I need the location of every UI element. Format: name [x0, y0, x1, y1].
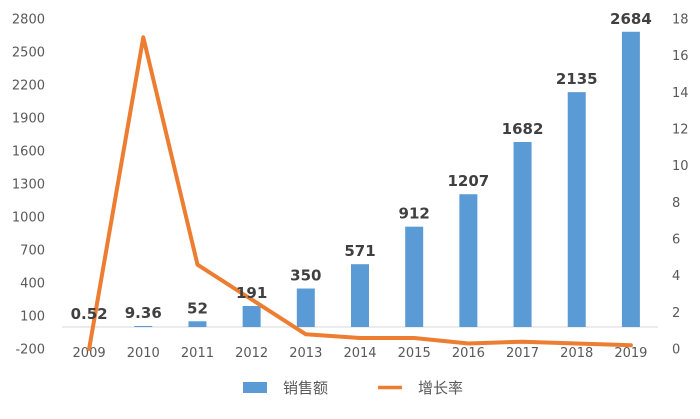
x-tick-label: 2018 [560, 346, 593, 361]
bar [296, 288, 315, 327]
x-tick-label: 2012 [235, 346, 268, 361]
bar-data-label: 2135 [556, 70, 598, 88]
bar [188, 321, 207, 327]
y-left-tick-label: 1900 [12, 112, 45, 127]
bar [134, 325, 153, 327]
bar [513, 141, 532, 327]
y-left-tick-label: 1300 [12, 178, 45, 193]
x-tick-label: 2013 [289, 346, 322, 361]
y-left-tick-label: 2500 [12, 46, 45, 61]
bar-data-label: 52 [187, 299, 208, 317]
bar-data-label: 1207 [447, 172, 489, 190]
x-tick-label: 2010 [127, 346, 160, 361]
bar-data-label: 9.36 [125, 304, 162, 322]
y-right-tick-label: 6 [672, 233, 680, 248]
legend-label-sales: 销售额 [283, 379, 328, 397]
y-left-tick-label: 700 [20, 244, 45, 259]
y-right-tick-label: 18 [672, 13, 689, 28]
y-right-tick-label: 2 [672, 306, 680, 321]
axes-layer: -200100400700100013001600190022002500280… [12, 13, 689, 362]
bar [242, 305, 261, 327]
bar-data-label: 912 [399, 205, 430, 223]
x-tick-label: 2009 [73, 346, 106, 361]
data-labels-layer: 0.52 9.36 52 191 350 571 912 1207 1682 2135 2684 [71, 10, 652, 323]
y-left-tick-label: 400 [20, 277, 45, 292]
bar-data-label: 191 [236, 284, 267, 302]
y-left-tick-label: 1600 [12, 145, 45, 160]
y-right-tick-label: 10 [672, 159, 689, 174]
x-tick-label: 2016 [452, 346, 485, 361]
bar [405, 226, 424, 327]
legend-swatch-sales [243, 382, 267, 393]
y-right-tick-label: 0 [672, 343, 680, 358]
line-layer [87, 35, 633, 351]
x-tick-label: 2011 [181, 346, 214, 361]
y-left-tick-label: 1000 [12, 211, 45, 226]
y-right-tick-label: 16 [672, 49, 689, 64]
y-right-tick-label: 14 [672, 86, 689, 101]
bar-data-label: 0.52 [71, 305, 108, 323]
bar [459, 194, 478, 327]
y-right-tick-label: 8 [672, 196, 680, 211]
bar-data-label: 350 [290, 267, 321, 285]
bar [621, 31, 640, 327]
growth-line [87, 35, 633, 351]
legend: 销售额 增长率 [243, 379, 463, 397]
bars-layer [80, 31, 640, 328]
bar-data-label: 2684 [610, 10, 652, 28]
x-tick-label: 2019 [614, 346, 647, 361]
y-right-tick-label: 12 [672, 123, 689, 138]
y-left-tick-label: -200 [15, 343, 45, 358]
x-tick-label: 2014 [343, 346, 376, 361]
x-tick-label: 2017 [506, 346, 539, 361]
bar [567, 92, 586, 328]
bar-data-label: 571 [344, 242, 375, 260]
y-left-tick-label: 100 [20, 310, 45, 325]
x-tick-label: 2015 [398, 346, 431, 361]
y-left-tick-label: 2800 [12, 13, 45, 28]
y-right-tick-label: 4 [672, 269, 680, 284]
legend-label-growth: 增长率 [418, 379, 463, 397]
y-left-tick-label: 2200 [12, 79, 45, 94]
bar [351, 264, 369, 327]
bar-data-label: 1682 [502, 120, 544, 138]
